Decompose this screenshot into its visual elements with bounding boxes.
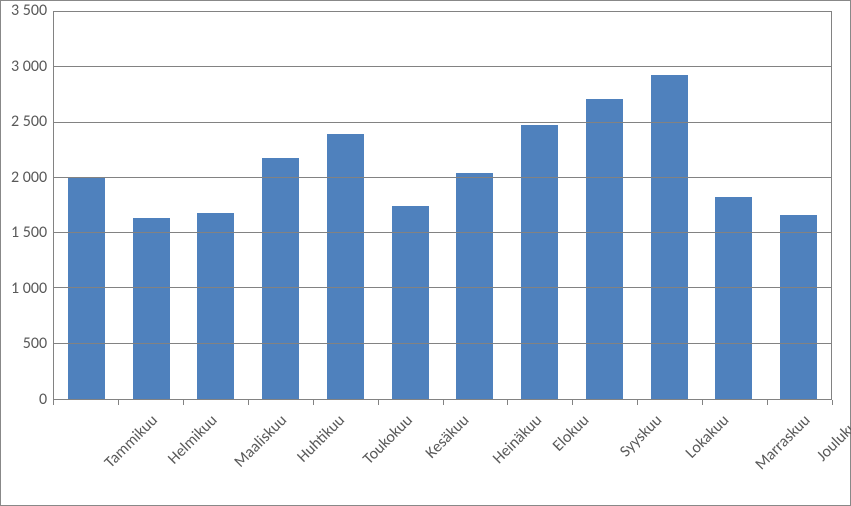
x-label-slot: Huhtikuu xyxy=(248,405,313,495)
x-labels-row: TammikuuHelmikuuMaaliskuuHuhtikuuToukoku… xyxy=(53,405,832,495)
x-label-slot: Elokuu xyxy=(507,405,572,495)
x-label-slot: Marraskuu xyxy=(702,405,767,495)
bars-layer xyxy=(54,12,831,399)
bar-slot xyxy=(54,12,119,399)
bar xyxy=(780,215,817,399)
bar-slot xyxy=(702,12,767,399)
bar-slot xyxy=(637,12,702,399)
x-axis: TammikuuHelmikuuMaaliskuuHuhtikuuToukoku… xyxy=(11,400,832,495)
y-axis-spacer xyxy=(11,400,53,495)
bar xyxy=(327,134,364,399)
x-label-slot: Toukokuu xyxy=(313,405,378,495)
bar xyxy=(133,218,170,399)
x-label-slot: Heinäkuu xyxy=(443,405,508,495)
bar xyxy=(521,125,558,399)
plot-area xyxy=(53,11,832,400)
x-label-slot: Tammikuu xyxy=(53,405,118,495)
bar xyxy=(586,99,623,399)
x-label-slot: Helmikuu xyxy=(118,405,183,495)
bar-slot xyxy=(443,12,508,399)
chart-container: 3 5003 0002 5002 0001 5001 0005000 Tammi… xyxy=(0,0,851,506)
y-axis: 3 5003 0002 5002 0001 5001 0005000 xyxy=(11,11,53,400)
bar xyxy=(392,206,429,400)
grid-line xyxy=(54,232,831,233)
x-label-slot: Maaliskuu xyxy=(183,405,248,495)
bar-slot xyxy=(119,12,184,399)
bar-slot xyxy=(184,12,249,399)
bar xyxy=(456,173,493,399)
grid-line xyxy=(54,122,831,123)
x-label-slot: Lokakuu xyxy=(637,405,702,495)
bar-slot xyxy=(507,12,572,399)
x-label-slot: Kesäkuu xyxy=(378,405,443,495)
bar-slot xyxy=(766,12,831,399)
grid-line xyxy=(54,343,831,344)
x-label: Joulukuu xyxy=(813,411,851,465)
bar-slot xyxy=(378,12,443,399)
bar xyxy=(197,213,234,399)
x-label-slot: Joulukuu xyxy=(767,405,832,495)
bar xyxy=(715,197,752,399)
bar-slot xyxy=(248,12,313,399)
bar-slot xyxy=(572,12,637,399)
x-label-slot: Syyskuu xyxy=(572,405,637,495)
grid-line xyxy=(54,287,831,288)
bar xyxy=(651,75,688,399)
grid-line xyxy=(54,177,831,178)
plot-row: 3 5003 0002 5002 0001 5001 0005000 xyxy=(11,11,832,400)
grid-line xyxy=(54,66,831,67)
bar-slot xyxy=(313,12,378,399)
bar xyxy=(262,158,299,399)
